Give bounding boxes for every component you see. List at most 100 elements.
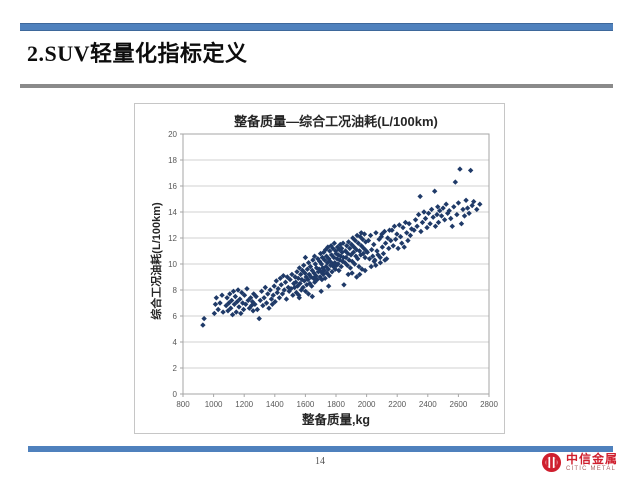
data-point (311, 253, 318, 259)
data-point (279, 291, 286, 297)
data-point (457, 166, 463, 172)
x-tick-label: 2800 (480, 400, 498, 409)
data-point (213, 295, 220, 301)
data-point (370, 253, 376, 259)
data-point (400, 224, 406, 231)
data-point (230, 288, 237, 294)
data-point (448, 215, 454, 222)
data-point (273, 278, 280, 284)
data-point (360, 250, 366, 257)
data-point (321, 267, 327, 274)
data-point (430, 214, 436, 220)
data-point (297, 280, 303, 287)
data-point (367, 232, 374, 239)
data-point (253, 293, 259, 300)
data-point (337, 241, 343, 248)
data-point (377, 260, 384, 266)
y-tick-label: 10 (168, 260, 177, 269)
x-axis-title: 整备质量,kg (301, 413, 371, 427)
data-point (215, 306, 221, 313)
data-point (238, 310, 244, 317)
data-point (417, 193, 423, 200)
scatter-plot: 0 2 4 6 8 10 12 14 16 18 20 800 1000 1200 1400 1600 1800… (168, 130, 498, 409)
data-point (425, 210, 432, 216)
data-point (224, 295, 230, 301)
data-point (421, 209, 427, 215)
data-point (236, 304, 242, 310)
data-point (460, 206, 466, 213)
x-tick-label: 2200 (388, 400, 406, 409)
data-point (355, 256, 361, 262)
data-point (290, 292, 296, 298)
data-point (265, 291, 271, 297)
data-point (282, 279, 289, 285)
data-point (418, 228, 424, 235)
data-point (403, 230, 410, 236)
x-tick-label: 2400 (419, 400, 437, 409)
data-point (325, 266, 332, 272)
data-point (373, 262, 379, 268)
data-point (228, 297, 235, 304)
data-point (267, 287, 273, 293)
data-point (389, 227, 395, 233)
page-number: 14 (315, 456, 325, 467)
data-point (344, 262, 351, 268)
data-point (477, 201, 483, 207)
data-point (385, 235, 391, 241)
data-point (435, 204, 441, 210)
data-point (341, 282, 347, 288)
data-point (232, 293, 239, 300)
y-tick-label: 6 (173, 312, 178, 321)
data-point (347, 245, 353, 252)
data-point (307, 263, 314, 270)
y-tick-label: 0 (173, 390, 178, 399)
data-point (304, 266, 311, 272)
data-point (394, 231, 400, 237)
data-point (317, 250, 324, 257)
y-tick-label: 8 (173, 286, 178, 295)
x-tick-label: 800 (176, 400, 190, 409)
data-point (322, 275, 328, 281)
data-point (464, 205, 471, 211)
data-point (266, 305, 272, 311)
data-point (322, 247, 329, 253)
data-point (350, 249, 357, 255)
citic-logo-name: 中信金属 (566, 452, 619, 466)
data-point (276, 295, 283, 301)
x-tick-label: 1200 (235, 400, 253, 409)
data-point (200, 322, 206, 328)
data-point (329, 269, 335, 275)
title-divider (20, 84, 613, 88)
data-point (446, 208, 452, 214)
data-point (451, 204, 457, 210)
data-point (268, 296, 275, 302)
data-point (275, 286, 281, 292)
citic-logo-subtitle: CITIC METAL (566, 466, 617, 472)
data-point (212, 301, 219, 307)
data-point (229, 312, 236, 318)
data-point (261, 295, 267, 301)
data-point (254, 306, 261, 313)
data-point (435, 219, 442, 226)
data-point (373, 230, 379, 236)
data-point (330, 245, 336, 252)
data-point (347, 265, 354, 271)
data-point (305, 276, 311, 283)
data-point (415, 211, 422, 218)
data-point (211, 310, 218, 317)
data-point (344, 243, 350, 249)
data-point (358, 243, 365, 249)
data-point (220, 309, 226, 315)
data-point (201, 315, 207, 322)
chart-frame: 整备质量—综合工况油耗(L/100km) 综合工况油耗(L/100km) 整备质… (134, 103, 505, 434)
data-point (443, 201, 449, 207)
data-point (227, 291, 233, 297)
data-point (365, 237, 372, 244)
data-point (427, 221, 433, 227)
data-point (258, 288, 265, 294)
data-point (302, 254, 309, 261)
data-point (241, 292, 248, 298)
data-point (305, 260, 312, 266)
top-accent-bar (20, 23, 613, 31)
